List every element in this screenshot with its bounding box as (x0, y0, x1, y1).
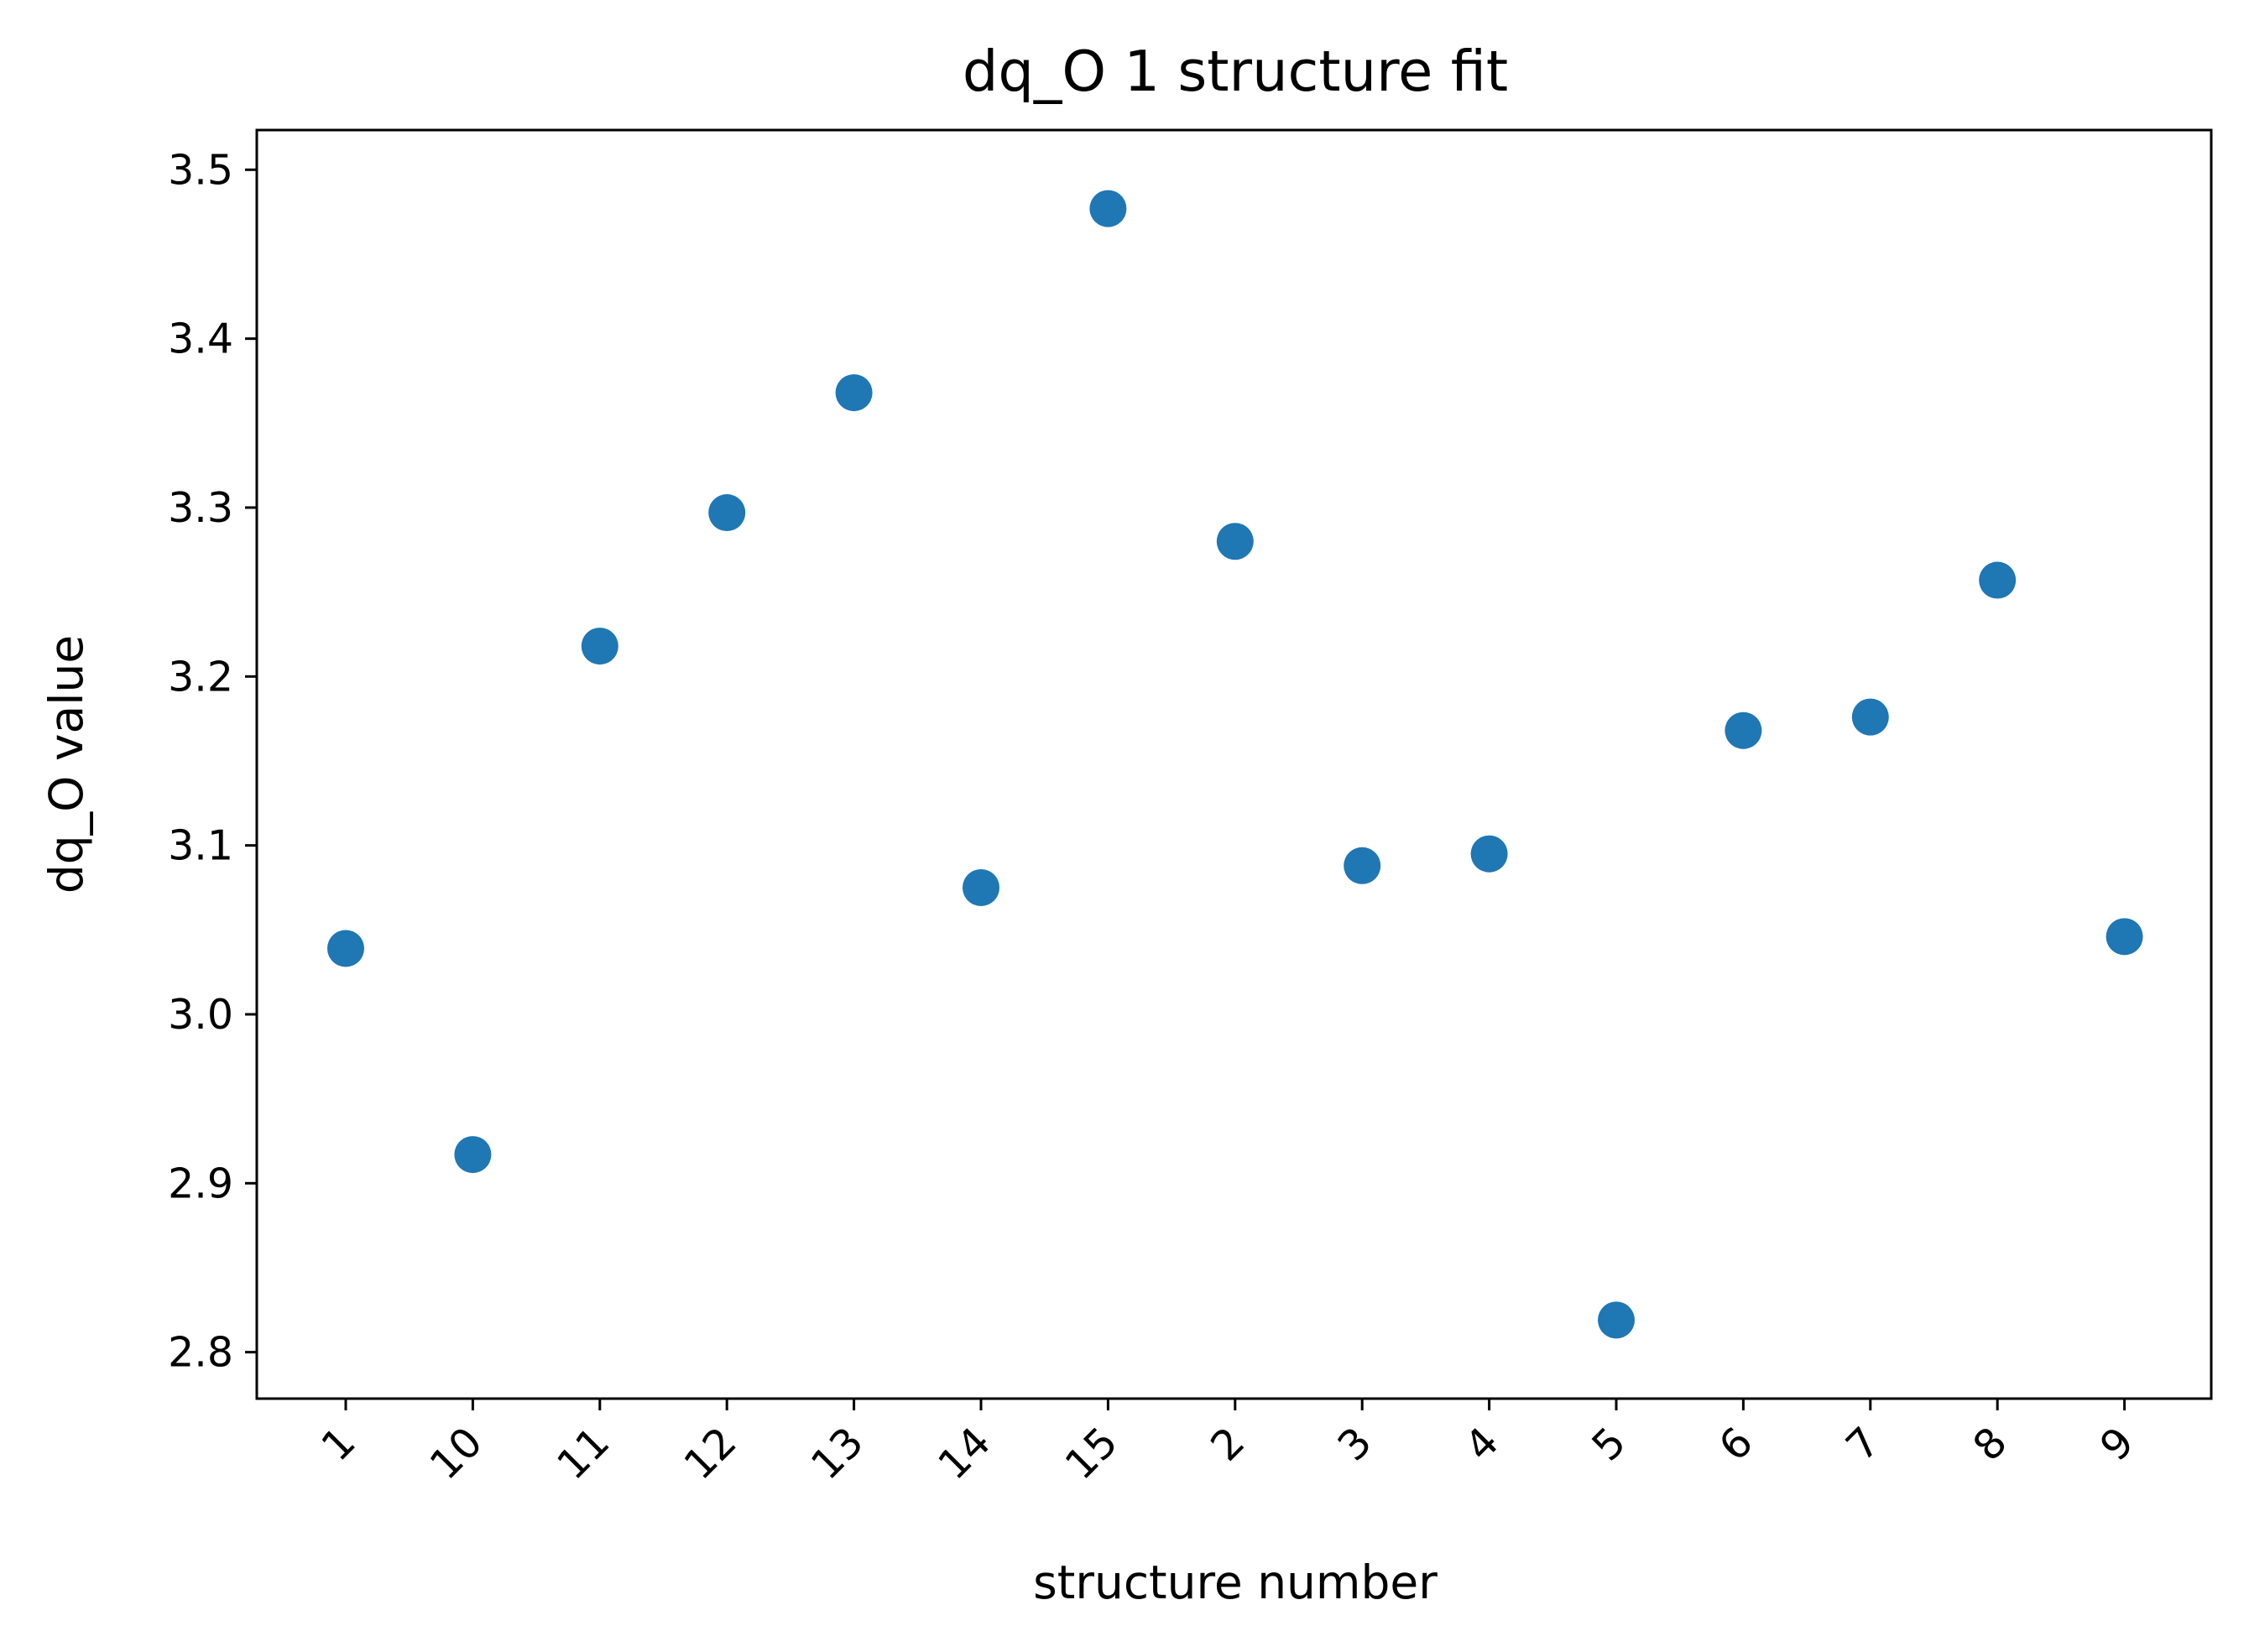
data-point-11 (582, 628, 618, 664)
y-tick-label: 3.4 (168, 315, 233, 363)
data-point-7 (1852, 699, 1889, 736)
y-tick-label: 3.2 (168, 653, 233, 701)
data-point-14 (963, 869, 999, 906)
y-tick-label: 2.9 (168, 1160, 233, 1207)
y-tick-label: 3.5 (168, 146, 233, 194)
data-point-5 (1598, 1301, 1635, 1338)
y-tick-label: 2.8 (168, 1329, 233, 1377)
y-tick-label: 3.1 (168, 822, 233, 870)
data-point-4 (1471, 836, 1508, 873)
data-point-15 (1089, 190, 1126, 227)
data-point-10 (454, 1136, 491, 1173)
y-axis-label: dq_O value (39, 635, 93, 894)
data-point-3 (1344, 847, 1380, 884)
y-tick-label: 3.0 (168, 991, 233, 1039)
y-tick-label: 3.3 (168, 484, 233, 532)
data-point-13 (836, 374, 873, 411)
data-point-8 (1979, 562, 2016, 599)
x-axis-label: structure number (1033, 1556, 1438, 1609)
data-point-9 (2106, 918, 2143, 955)
chart-title: dq_O 1 structure fit (963, 39, 1508, 104)
data-point-6 (1725, 712, 1761, 749)
data-point-2 (1217, 523, 1254, 560)
data-point-12 (708, 494, 745, 531)
data-point-1 (327, 930, 364, 967)
